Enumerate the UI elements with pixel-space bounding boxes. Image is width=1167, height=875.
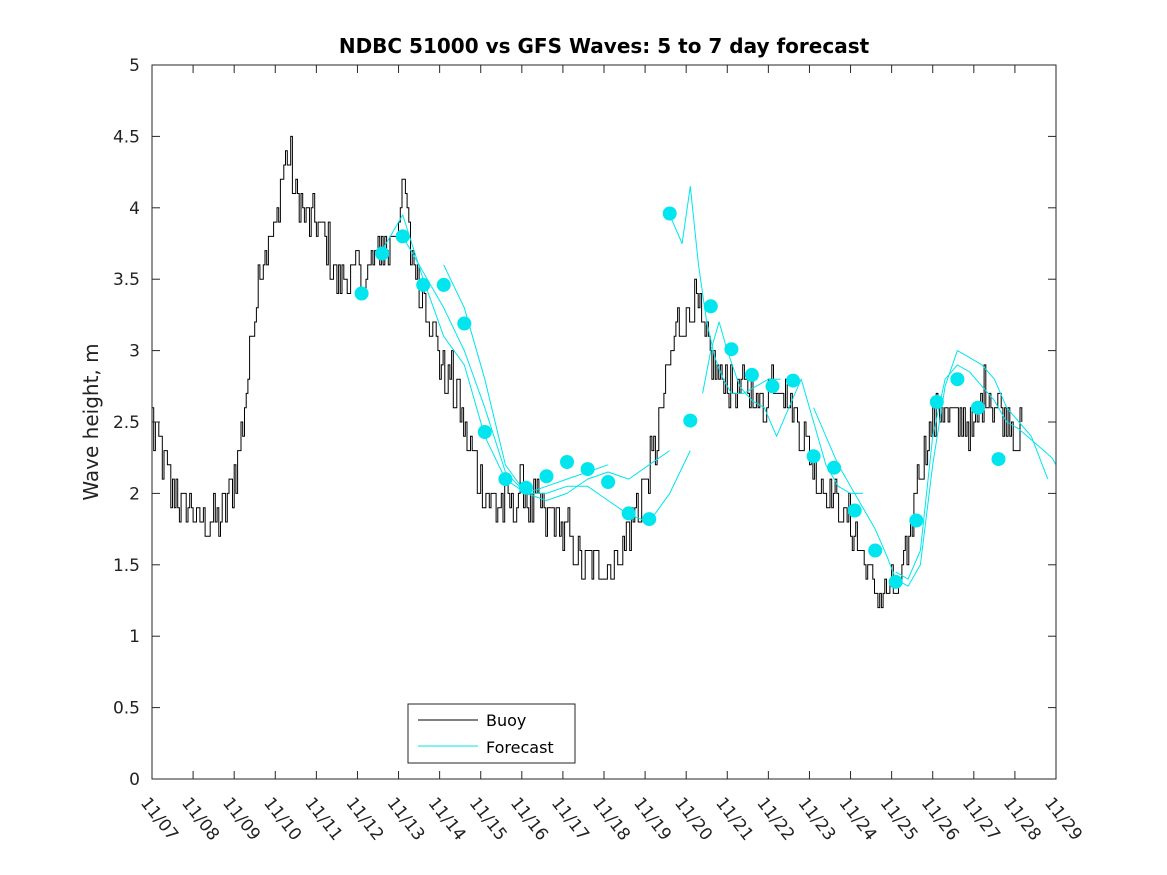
forecast-run-line xyxy=(895,364,1057,580)
forecast-point xyxy=(539,469,554,484)
forecast-point xyxy=(847,503,862,518)
forecast-point xyxy=(786,373,800,388)
forecast-point xyxy=(744,367,759,382)
forecast-point xyxy=(909,513,924,528)
forecast-point xyxy=(724,342,739,357)
forecast-point xyxy=(929,395,944,409)
chart-title: NDBC 51000 vs GFS Waves: 5 to 7 day fore… xyxy=(339,34,870,58)
forecast-point xyxy=(868,543,883,558)
forecast-point xyxy=(477,425,492,439)
forecast-point xyxy=(703,299,718,314)
legend: Buoy Forecast xyxy=(407,703,576,764)
legend-forecast-label: Forecast xyxy=(486,738,554,757)
y-tick-label: 4.5 xyxy=(113,127,140,147)
y-tick-label: 1 xyxy=(129,627,140,647)
forecast-point xyxy=(683,413,698,428)
y-tick-label: 3.5 xyxy=(113,270,140,290)
forecast-run-line xyxy=(813,350,1049,587)
legend-box xyxy=(407,703,576,764)
forecast-point xyxy=(580,462,595,477)
forecast-point xyxy=(621,506,636,521)
y-tick-label: 0.5 xyxy=(113,699,140,719)
forecast-point xyxy=(950,372,965,387)
y-tick-label: 0 xyxy=(129,770,140,790)
y-tick-label: 3 xyxy=(129,342,140,362)
plot-area xyxy=(152,65,1056,779)
y-tick-label: 2.5 xyxy=(113,413,140,433)
y-tick-label: 2 xyxy=(129,484,140,504)
forecast-point xyxy=(601,475,616,489)
forecast-run-line xyxy=(381,214,609,494)
forecast-point xyxy=(560,455,574,469)
y-tick-label: 1.5 xyxy=(113,556,140,576)
forecast-point xyxy=(765,379,780,394)
forecast-point xyxy=(436,277,451,292)
forecast-run-line xyxy=(402,236,670,501)
forecast-point xyxy=(806,449,821,464)
forecast-point xyxy=(970,400,985,415)
y-tick-label: 4 xyxy=(129,199,140,219)
legend-buoy-label: Buoy xyxy=(486,711,526,730)
forecast-point xyxy=(395,229,410,244)
forecast-run-line xyxy=(669,185,781,394)
forecast-point xyxy=(642,512,657,527)
y-tick-label: 5 xyxy=(129,56,140,76)
buoy-series-line xyxy=(152,135,1023,609)
forecast-point xyxy=(375,246,390,261)
forecast-point xyxy=(888,574,903,589)
forecast-point xyxy=(457,316,472,331)
forecast-point xyxy=(354,286,369,301)
forecast-run-line xyxy=(702,321,863,494)
y-axis-label: Wave height, m xyxy=(79,343,103,500)
forecast-point xyxy=(416,277,431,292)
forecast-point xyxy=(991,452,1006,467)
forecast-point xyxy=(518,480,533,495)
forecast-point xyxy=(827,460,842,475)
series-layer xyxy=(152,135,1057,609)
forecast-point xyxy=(498,472,513,487)
forecast-point xyxy=(662,206,677,221)
